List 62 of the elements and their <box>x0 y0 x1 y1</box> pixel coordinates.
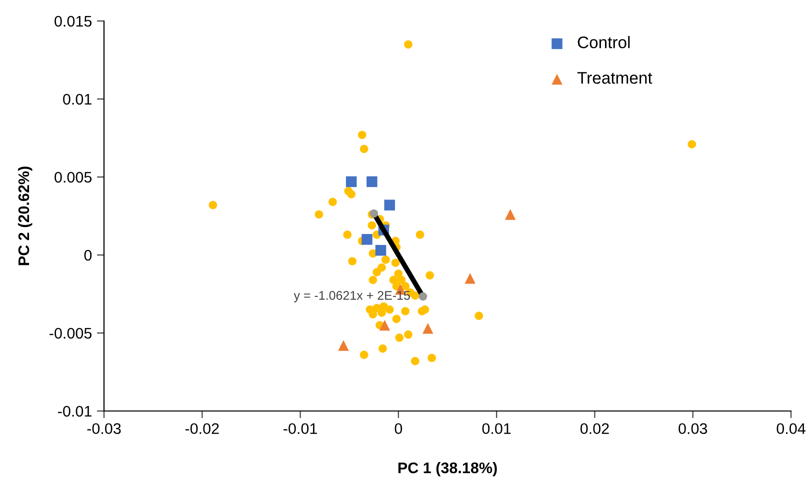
point <box>404 40 412 49</box>
y-tick-label: -0.01 <box>58 406 92 417</box>
point <box>379 320 390 331</box>
point <box>404 330 412 339</box>
legend-label: Control <box>578 36 630 48</box>
point <box>382 256 390 264</box>
point <box>378 344 387 353</box>
point <box>385 305 394 314</box>
x-tick-label: -0.03 <box>87 423 121 434</box>
point <box>368 276 378 284</box>
point <box>395 334 404 342</box>
x-tick-label: 0.03 <box>678 423 708 434</box>
point <box>384 200 395 210</box>
y-tick-label: 0.015 <box>54 16 92 27</box>
x-tick-label: -0.02 <box>185 423 219 434</box>
annotation: y = -1.0621x + 2E-15 <box>294 291 410 302</box>
point <box>401 306 410 316</box>
point <box>360 144 368 154</box>
point <box>397 276 406 284</box>
y-tick-label: 0 <box>84 250 92 261</box>
point <box>504 209 516 220</box>
point <box>474 312 484 320</box>
point <box>368 221 376 230</box>
x-tick-label: -0.01 <box>284 423 317 434</box>
point <box>208 200 218 210</box>
point <box>428 354 436 362</box>
point <box>392 314 401 324</box>
point <box>401 282 410 290</box>
point <box>410 356 420 366</box>
y-tick-label: -0.005 <box>50 328 92 339</box>
point <box>358 130 366 140</box>
x-axis-title: PC 1 (38.18%) <box>398 462 497 476</box>
point <box>420 305 430 314</box>
point <box>416 230 424 239</box>
y-tick-label: 0.005 <box>54 172 92 183</box>
point <box>366 176 378 188</box>
point <box>338 340 349 351</box>
point <box>362 234 372 245</box>
x-tick-label: 0.04 <box>776 423 806 434</box>
point <box>348 257 356 266</box>
point <box>343 230 352 239</box>
point <box>464 273 476 284</box>
x-tick-label: 0.01 <box>482 423 511 434</box>
point <box>391 258 400 267</box>
point <box>368 310 378 318</box>
point <box>426 271 434 280</box>
point <box>360 350 368 360</box>
point <box>410 291 420 300</box>
point <box>314 210 324 219</box>
point <box>347 190 356 198</box>
point <box>346 176 357 188</box>
point <box>378 308 386 317</box>
point <box>688 140 696 148</box>
x-tick-label: 0.02 <box>580 423 609 434</box>
point <box>372 268 382 276</box>
legend-label: Treatment <box>577 72 652 84</box>
y-tick-label: 0.01 <box>63 94 92 105</box>
point <box>328 198 337 206</box>
point <box>422 322 434 334</box>
y-axis-title: PC 2 (20.62%) <box>18 166 32 266</box>
point <box>375 244 386 256</box>
x-tick-label: 0 <box>394 423 402 434</box>
